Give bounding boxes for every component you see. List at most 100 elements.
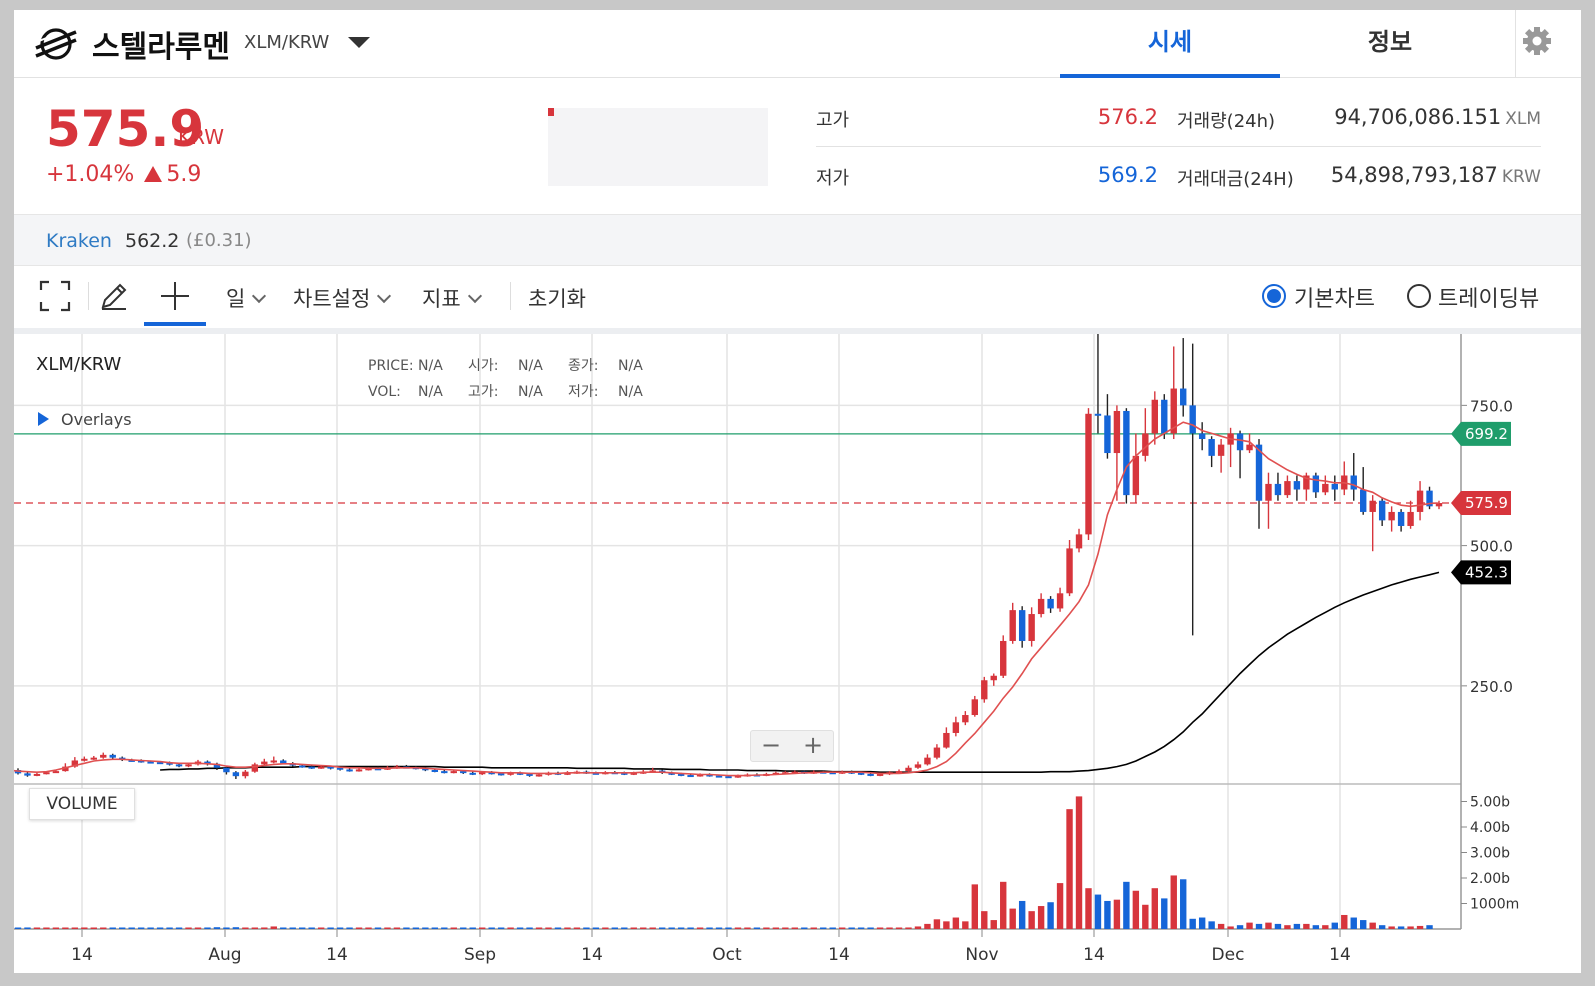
volume-bar — [100, 927, 107, 929]
candle-body — [507, 772, 514, 775]
volume-bar — [166, 927, 173, 929]
candle-body — [687, 775, 694, 778]
candle-body — [1388, 511, 1395, 521]
crosshair-tool-active[interactable] — [144, 266, 206, 326]
volume-bar — [886, 927, 893, 929]
candle-body — [1151, 399, 1158, 434]
volume-bar — [564, 927, 571, 929]
volume-bar — [346, 927, 353, 929]
candle-body — [147, 761, 154, 764]
candle-body — [100, 754, 107, 758]
basic-chart-label[interactable]: 기본차트 — [1294, 287, 1375, 312]
exchange-name[interactable]: Kraken — [46, 230, 112, 252]
indicators-label: 지표 — [422, 287, 461, 311]
x-tick-label: 14 — [1083, 945, 1105, 965]
volume-bar — [365, 927, 372, 929]
price-chart[interactable]: 14 Aug 14 Sep 14 Oct 14 Nov 14 Dec 14 750.0 500.0 250… — [14, 334, 1581, 973]
legend-high-label: 고가: — [468, 384, 499, 400]
volume-bar — [119, 927, 126, 929]
indicators-dropdown[interactable]: 지표 — [422, 283, 482, 313]
candle-body — [270, 760, 277, 763]
toolbar-divider — [510, 282, 511, 310]
pencil-icon[interactable] — [98, 280, 130, 312]
volume-bar — [1151, 888, 1158, 929]
volume-bar — [725, 927, 732, 929]
volume-bar — [526, 927, 533, 929]
candle-body — [460, 771, 467, 774]
chart-settings-dropdown[interactable]: 차트설정 — [293, 283, 392, 313]
candle-body — [1000, 640, 1007, 676]
toolbar-divider — [88, 282, 89, 310]
volume-bar — [677, 927, 685, 929]
overlays-toggle[interactable]: Overlays — [38, 410, 132, 429]
volume-bar — [848, 927, 855, 929]
volume-bar — [374, 927, 382, 929]
candle-body — [374, 768, 382, 771]
volume-bar — [857, 927, 865, 929]
reset-button[interactable]: 초기화 — [528, 287, 586, 311]
candle-body — [895, 771, 903, 774]
volume-bar — [1397, 926, 1405, 929]
volume-bar — [336, 927, 344, 929]
volume-bar — [772, 927, 780, 929]
volume-bar — [1208, 921, 1215, 929]
candle-body — [677, 773, 685, 776]
tab-info[interactable]: 정보 — [1367, 28, 1413, 56]
tradingview-label[interactable]: 트레이딩뷰 — [1438, 287, 1540, 312]
volume-bar — [317, 927, 325, 929]
volume-bar — [156, 927, 164, 929]
basic-chart-radio[interactable] — [1262, 284, 1286, 308]
tab-price[interactable]: 시세 — [1060, 10, 1280, 78]
period-dropdown[interactable]: 일 — [226, 283, 267, 313]
candle-body — [1293, 481, 1301, 490]
chart-settings-label: 차트설정 — [293, 287, 371, 311]
candle-body — [1350, 475, 1357, 490]
candle-body — [1113, 410, 1121, 454]
volume-bar — [90, 927, 97, 929]
candle-body — [62, 766, 69, 772]
tradingview-radio[interactable] — [1407, 284, 1431, 308]
stats-divider — [816, 146, 1541, 147]
x-tick-label: 14 — [326, 945, 348, 965]
chevron-down-icon — [467, 288, 482, 304]
candle-body — [1255, 444, 1263, 501]
candle-body — [1322, 483, 1329, 493]
candle-body — [924, 757, 931, 765]
volume-24h-unit: XLM — [1505, 109, 1541, 129]
candle-body — [905, 767, 912, 772]
candle-body — [1331, 483, 1338, 490]
candle-body — [1303, 475, 1310, 490]
volume-bar — [1388, 926, 1395, 929]
fullscreen-icon[interactable] — [39, 280, 71, 312]
volume-bar — [1094, 894, 1102, 929]
candle-body — [185, 764, 192, 767]
candle-body — [317, 766, 325, 769]
candle-body — [71, 760, 79, 767]
volume-bar — [403, 927, 410, 929]
volume-bar — [1426, 925, 1433, 929]
turnover-24h-unit: KRW — [1501, 167, 1541, 187]
candle-body — [933, 747, 941, 758]
settings-button[interactable] — [1515, 10, 1581, 78]
zoom-in-button[interactable]: + — [802, 731, 824, 759]
candle-body — [109, 754, 116, 758]
candle-body — [488, 772, 495, 775]
zoom-out-button[interactable]: − — [760, 731, 782, 759]
volume-bar — [507, 927, 514, 929]
volume-bar — [1104, 900, 1111, 929]
volume-bar — [990, 920, 997, 929]
candle-body — [33, 773, 41, 776]
candle-body — [516, 772, 524, 775]
candle-body — [213, 763, 221, 768]
volume-bar — [1274, 923, 1282, 929]
volume-bar — [1132, 890, 1140, 929]
volume-bar — [1322, 925, 1329, 929]
coin-dropdown-icon[interactable] — [348, 37, 370, 48]
volume-bar — [52, 927, 60, 929]
crosshair-icon[interactable] — [159, 280, 191, 312]
candle-body — [990, 675, 997, 681]
volume-bar — [1255, 923, 1263, 929]
volume-24h-value: 94,706,086.151 — [1334, 105, 1502, 129]
candle-body — [592, 772, 600, 775]
candle-body — [526, 773, 533, 776]
